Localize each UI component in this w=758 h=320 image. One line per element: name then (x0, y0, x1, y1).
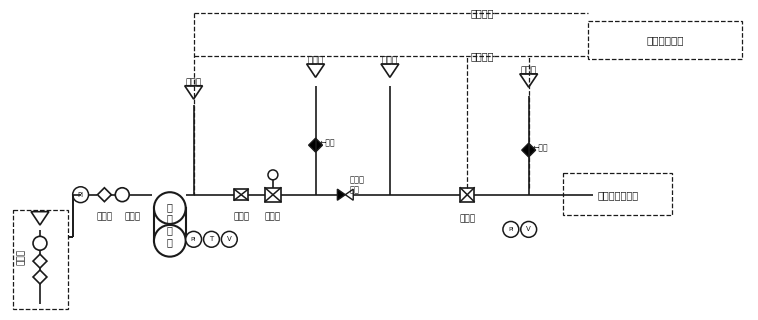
Text: 针阀: 针阀 (349, 185, 359, 194)
Text: T: T (209, 236, 214, 242)
Bar (460, 188, 475, 202)
Text: 气源组: 气源组 (17, 249, 26, 265)
Text: 减压阀: 减压阀 (265, 212, 281, 221)
Text: 单向阀: 单向阀 (124, 212, 140, 221)
Text: 储
氢
气
瓶: 储 氢 气 瓶 (167, 202, 173, 247)
Polygon shape (346, 189, 353, 200)
Circle shape (521, 221, 537, 237)
Polygon shape (98, 188, 111, 202)
Text: 排空口: 排空口 (186, 78, 202, 87)
Polygon shape (307, 64, 324, 77)
Circle shape (33, 236, 47, 250)
Bar (13, 210, 67, 309)
Text: 排空口: 排空口 (308, 56, 324, 65)
Text: ←针阀: ←针阀 (533, 144, 548, 153)
Text: PI: PI (508, 227, 514, 232)
Text: V: V (227, 236, 232, 242)
Ellipse shape (154, 225, 186, 257)
Circle shape (186, 231, 202, 247)
Text: 限流阀: 限流阀 (233, 212, 249, 221)
Polygon shape (381, 64, 399, 77)
Text: 燃料电池发动机: 燃料电池发动机 (597, 190, 638, 200)
Text: PI: PI (77, 192, 83, 198)
Polygon shape (309, 138, 322, 152)
Bar (588, 21, 742, 59)
Polygon shape (33, 270, 47, 284)
Circle shape (221, 231, 237, 247)
Text: 安全阀: 安全阀 (349, 175, 365, 184)
Text: V: V (526, 226, 531, 232)
Bar (234, 189, 248, 200)
Polygon shape (185, 86, 202, 99)
Polygon shape (337, 189, 346, 200)
Bar (563, 173, 672, 214)
Text: 控制输出: 控制输出 (471, 51, 494, 61)
Ellipse shape (154, 192, 186, 224)
Circle shape (268, 170, 278, 180)
Circle shape (204, 231, 219, 247)
Text: ←针阀: ←针阀 (320, 139, 335, 148)
Circle shape (73, 187, 89, 203)
Bar (154, 208, 186, 241)
Polygon shape (31, 212, 49, 225)
Circle shape (503, 221, 518, 237)
Circle shape (115, 188, 129, 202)
Polygon shape (522, 143, 536, 157)
Text: 过滤器: 过滤器 (96, 212, 112, 221)
Text: 排空口: 排空口 (382, 56, 398, 65)
Text: PI: PI (191, 237, 196, 242)
Text: 排空口: 排空口 (521, 66, 537, 75)
Polygon shape (33, 254, 47, 268)
Text: 电磁阀: 电磁阀 (459, 214, 475, 223)
Polygon shape (520, 74, 537, 87)
Text: 信号输入: 信号输入 (471, 8, 494, 18)
Text: 氢系统控制器: 氢系统控制器 (647, 35, 684, 45)
Bar (265, 188, 281, 202)
